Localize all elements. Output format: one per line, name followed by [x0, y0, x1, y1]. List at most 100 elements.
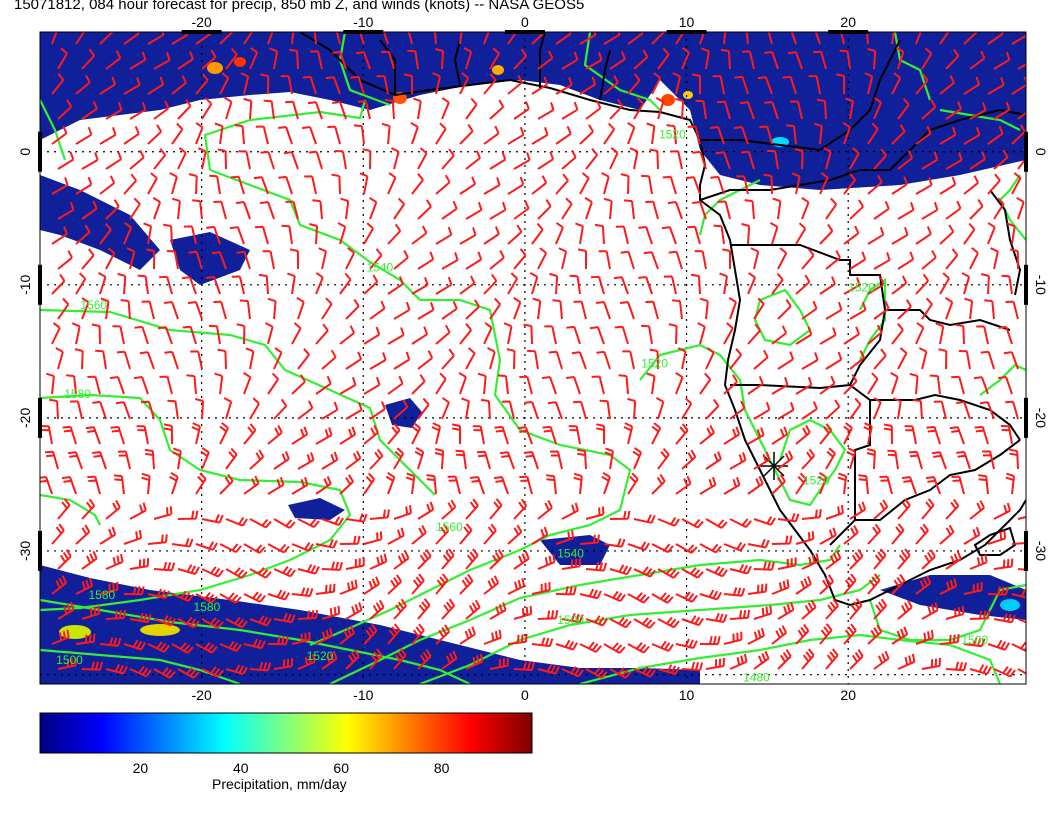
wind-barb [697, 322, 706, 345]
wind-barb [785, 124, 797, 145]
wind-barb [753, 349, 769, 370]
wind-barb [795, 376, 813, 395]
wind-barb [998, 325, 1013, 345]
wind-barb [619, 301, 635, 320]
wind-barb [66, 374, 77, 395]
wind-barb [777, 450, 794, 470]
contour-line [419, 574, 881, 684]
wind-barb [531, 76, 549, 95]
wind-barb [147, 588, 170, 600]
wind-barb [345, 247, 355, 270]
wind-barb [393, 301, 411, 320]
wind-barb [753, 297, 765, 320]
contour-label: 1560 [80, 298, 107, 312]
wind-barb [873, 397, 882, 420]
wind-barb [465, 201, 483, 220]
wind-barb [849, 199, 864, 220]
contour-line [40, 393, 352, 612]
wind-barb [318, 247, 327, 270]
wind-barb [99, 32, 114, 45]
wind-barb [705, 565, 728, 578]
wind-barb [585, 100, 602, 120]
wind-barb [716, 100, 731, 120]
wind-barb [57, 549, 72, 570]
wind-barb [963, 76, 981, 95]
wind-barb [120, 299, 131, 320]
wind-barb [393, 598, 407, 620]
wind-barb [921, 602, 939, 620]
wind-barb [603, 590, 626, 603]
wind-barb [1000, 425, 1013, 445]
wind-barb [339, 579, 358, 595]
wind-barb [363, 326, 381, 345]
wind-barb [269, 47, 279, 70]
wind-barb [363, 274, 379, 295]
wind-barb [963, 526, 981, 545]
wind-barb [1017, 568, 1026, 571]
wind-barb [181, 276, 197, 295]
contour-label: 1500 [56, 653, 83, 667]
wind-barb [969, 610, 991, 620]
wind-barb [393, 550, 410, 570]
wind-barb [497, 374, 509, 395]
wind-barb [153, 52, 171, 70]
wind-barb [764, 101, 779, 120]
wind-barb [51, 177, 69, 195]
wind-barb [921, 47, 933, 70]
contour-label: 1540 [367, 261, 394, 275]
wind-barb [566, 325, 581, 345]
wind-barb [235, 201, 251, 220]
wind-barb [741, 222, 751, 245]
wind-barb [622, 350, 635, 370]
wind-barb [813, 122, 823, 145]
wind-barb [753, 650, 770, 670]
wind-barb [627, 642, 650, 654]
wind-barb [531, 126, 549, 145]
wind-barb [435, 174, 451, 195]
wind-barb [115, 401, 131, 420]
lat-tick-label-right: 0 [1033, 148, 1049, 156]
wind-barb [837, 472, 848, 495]
wind-barb [339, 474, 354, 495]
wind-barb [657, 664, 680, 675]
wind-barb [935, 322, 945, 345]
wind-barb [411, 573, 425, 595]
wind-barb [921, 249, 937, 270]
wind-barb [285, 100, 299, 120]
wind-barb [555, 125, 572, 145]
precipitation-layer [40, 32, 1026, 684]
wind-barb [646, 122, 656, 145]
wind-barb [387, 327, 405, 345]
wind-barb [541, 376, 557, 395]
wind-barb [555, 222, 564, 245]
wind-barb [915, 575, 932, 595]
wind-barb [182, 325, 197, 345]
wind-barb [219, 640, 242, 653]
wind-barb [825, 399, 841, 420]
contour-label: 1520 [659, 127, 686, 141]
wind-barb [897, 498, 911, 520]
wind-barb [321, 650, 338, 670]
wind-barb [825, 504, 844, 520]
wind-barb [771, 272, 784, 295]
wind-barb [555, 639, 578, 651]
wind-barb [369, 553, 388, 570]
colorbar-tick-label: 80 [434, 760, 450, 776]
wind-barb [109, 376, 125, 395]
wind-barb [998, 376, 1013, 395]
wind-barb [81, 550, 98, 570]
contour-line [579, 633, 1002, 684]
wind-barb [291, 587, 314, 597]
wind-barb [414, 447, 425, 470]
wind-barb [441, 252, 459, 270]
wind-barb [573, 472, 583, 495]
wind-barb [307, 101, 323, 120]
wind-barb [129, 558, 150, 570]
wind-barb [441, 650, 458, 670]
wind-barb [705, 451, 722, 470]
wind-barb [51, 322, 61, 345]
wind-barb [672, 72, 682, 95]
wind-barb [291, 374, 306, 395]
wind-barb [61, 476, 77, 495]
country-border [885, 309, 1011, 331]
